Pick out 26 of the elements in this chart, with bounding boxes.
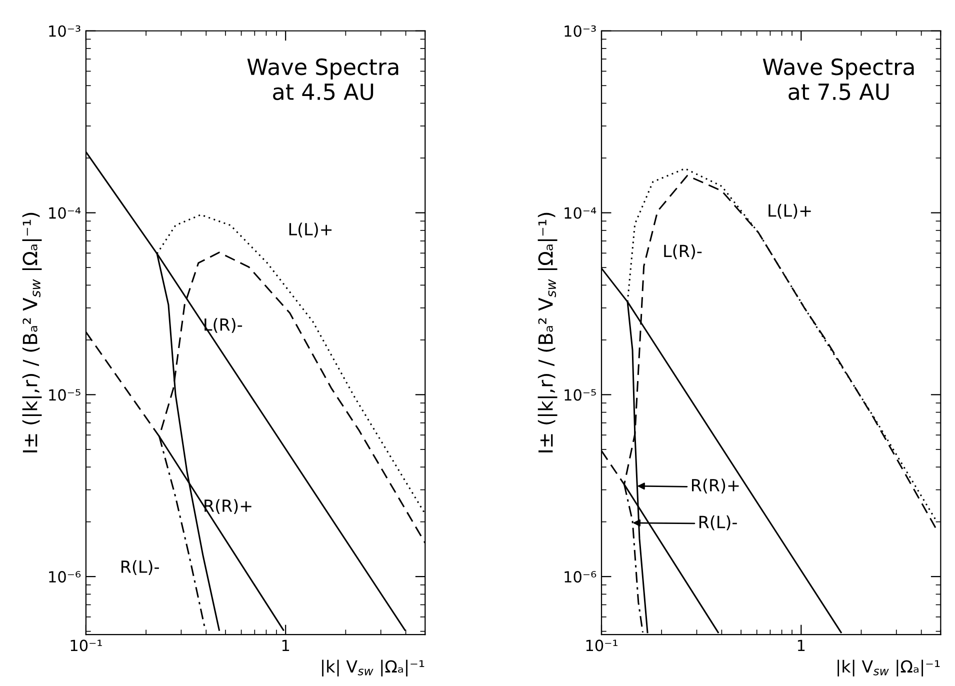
y-tick-label: 10⁻⁶ [564,571,596,583]
annotation: L(L)+ [768,204,811,219]
annotation: L(R)- [204,318,242,333]
x-tick-label: 1 [798,640,805,652]
annotation: R(R)+ [204,499,252,514]
x-tick-label: 10⁻¹ [586,640,618,652]
text: Wave Spectra at 7.5 AU [762,58,914,100]
x-axis-title: |k| V$_{sw}$ |Ωₐ|⁻¹ [322,660,424,676]
x-tick-label: 10⁻¹ [70,640,102,652]
y-tick-label: 10⁻³ [564,25,596,37]
y-tick-label: 10⁻⁶ [49,571,81,583]
annotation: R(R)+ [692,478,739,494]
y-tick-label: 10⁻⁴ [49,207,81,219]
y-tick-label: 10⁻⁵ [49,389,80,401]
annotation: L(R)- [664,244,702,260]
annotation: L(L)+ [289,222,332,238]
x-tick-label: 1 [282,640,290,652]
y-tick-label: 10⁻⁴ [564,207,596,219]
x-axis-title: |k| V$_{sw}$ |Ωₐ|⁻¹ [838,660,940,676]
y-axis-title: I± (|k|,r) / (Bₐ² V$_{sw}$ |Ωₐ|⁻¹) [538,212,558,452]
annotation: R(L)- [122,560,159,575]
y-tick-label: 10⁻³ [49,25,80,37]
text: Wave Spectra at 4.5 AU [247,58,398,100]
y-tick-label: 10⁻⁵ [564,389,596,401]
y-axis-title: I± (|k|,r) / (Bₐ² V$_{sw}$ |Ωₐ|⁻¹) [22,212,42,452]
annotation: R(L)- [699,515,737,530]
